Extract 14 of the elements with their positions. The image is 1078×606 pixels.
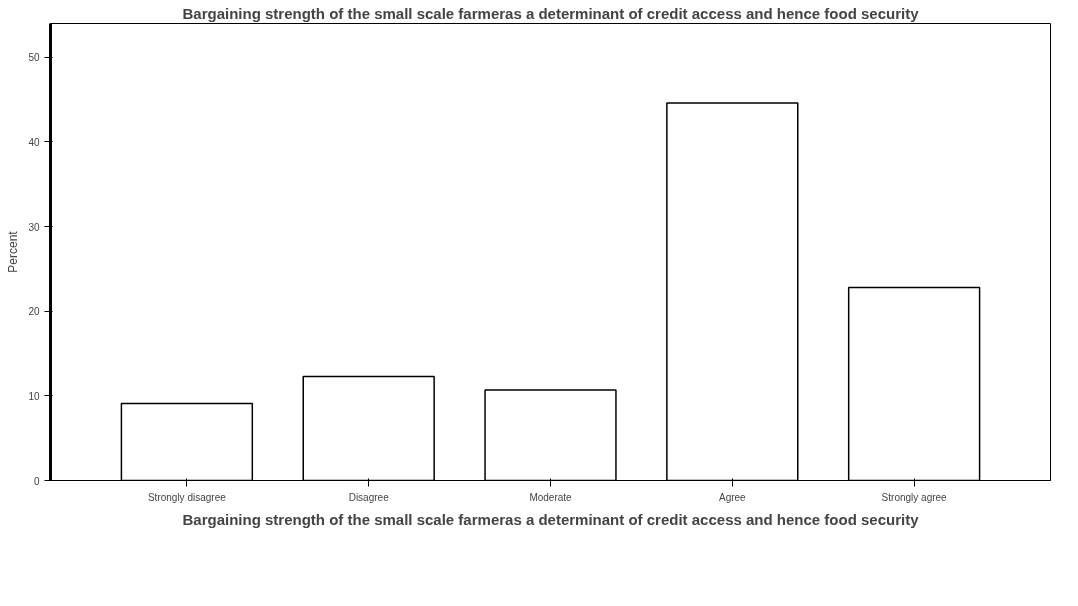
x-tick-label: Moderate <box>529 491 573 503</box>
y-tick-label: 30 <box>28 221 40 233</box>
y-tick-label: 50 <box>28 52 40 64</box>
y-tick-label: 10 <box>28 390 40 402</box>
x-axis-title: Bargaining strength of the small scale farmeras a determinant of credit access and hence food security <box>182 510 920 528</box>
chart-title: Bargaining strength of the small scale farmeras a determinant of credit access and hence food security <box>182 4 920 22</box>
y-axis-title: Percent <box>6 230 21 273</box>
x-tick-label: Disagree <box>348 491 390 503</box>
x-tick-label: Agree <box>718 491 747 503</box>
y-tick-label: 20 <box>28 306 40 318</box>
x-tick-label: Strongly disagree <box>147 491 227 503</box>
y-tick-label: 0 <box>33 475 40 487</box>
x-tick-label: Strongly agree <box>881 491 948 503</box>
y-tick-label: 40 <box>28 136 40 148</box>
